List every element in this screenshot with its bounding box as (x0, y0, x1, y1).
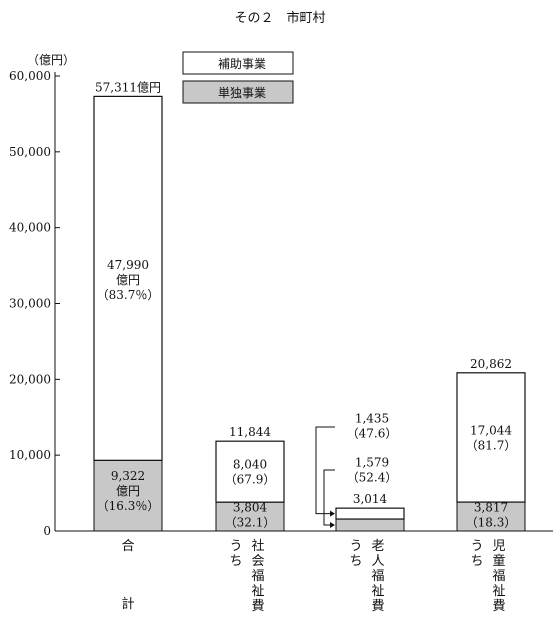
bar-tandoku (456, 501, 526, 532)
category-label: 計 (121, 596, 134, 612)
total-label: 11,844 (229, 425, 271, 439)
chart-title: その２ 市町村 (234, 10, 325, 26)
hojo-value-label: 17,044 (470, 424, 512, 438)
y-tick-label: 40,000 (9, 221, 51, 235)
category-label: 人 (371, 554, 384, 569)
category-uchi-label: う (349, 539, 362, 554)
category-uchi-label: ち (470, 554, 483, 569)
legend-label-hojo: 補助事業 (218, 57, 266, 71)
category-label: 福 (492, 569, 505, 584)
category-label: 児 (492, 539, 505, 554)
legend-swatch-tandoku (182, 80, 294, 104)
legend-swatch-hojo (182, 51, 294, 75)
bar-hojo (335, 507, 405, 520)
hojo-value-label: （67.9） (225, 473, 276, 487)
category-uchi-label: ち (229, 554, 242, 569)
category-label: 祉 (371, 584, 384, 599)
total-label: 20,862 (470, 357, 512, 371)
y-tick-label: 10,000 (9, 448, 51, 462)
category-label: 会 (251, 554, 264, 569)
tandoku-value-label: （52.4） (347, 471, 398, 485)
bar-hojo (456, 372, 526, 503)
category-uchi-label: ち (349, 554, 362, 569)
category-label: 社 (251, 538, 264, 554)
y-tick-label: 20,000 (9, 372, 51, 386)
category-label: 祉 (492, 584, 505, 599)
bar-hojo (215, 440, 285, 503)
leader-arrow (330, 522, 335, 529)
total-label: 3,014 (353, 492, 388, 506)
category-label: 童 (492, 553, 505, 569)
hojo-value-label: 47,990 (107, 258, 149, 272)
category-label: 費 (371, 599, 384, 614)
leader-line-tandoku (323, 469, 335, 526)
legend-label-tandoku: 単独事業 (218, 86, 266, 100)
bar-tandoku (215, 501, 285, 532)
total-label: 57,311億円 (95, 80, 161, 94)
tandoku-value-label: （32.1） (225, 516, 276, 530)
leader-arrow (330, 510, 335, 517)
category-label: 費 (492, 599, 505, 614)
tandoku-value-label: （16.3％） (97, 499, 160, 513)
tandoku-value-label: 1,579 (355, 456, 389, 470)
category-label: 費 (251, 599, 264, 614)
bar-tandoku (335, 518, 405, 532)
category-label: 老 (371, 539, 384, 554)
tandoku-value-label: （18.3） (466, 516, 517, 530)
bar-tandoku (93, 459, 163, 532)
y-tick-label: 60,000 (9, 69, 51, 83)
tandoku-value-label: 3,817 (474, 501, 508, 515)
category-label: 祉 (251, 584, 264, 599)
hojo-value-label: 1,435 (355, 412, 389, 426)
tandoku-value-label: 3,804 (233, 501, 268, 515)
tandoku-value-label: 9,322 (111, 469, 145, 483)
bar-hojo (93, 95, 163, 461)
y-tick-label: 50,000 (9, 145, 51, 159)
hojo-value-label: （81.7） (466, 439, 517, 453)
category-label: 合 (121, 539, 134, 554)
leader-line-hojo (315, 426, 335, 515)
hojo-value-label: （83.7％） (97, 288, 160, 302)
category-uchi-label: う (470, 539, 483, 554)
hojo-value-label: 億円 (116, 273, 140, 287)
y-tick-label: 30,000 (9, 297, 51, 311)
tandoku-value-label: 億円 (116, 484, 140, 498)
category-uchi-label: う (229, 539, 242, 554)
category-label: 福 (371, 569, 384, 584)
y-axis-label: （億円） (27, 53, 75, 67)
category-label: 福 (251, 569, 264, 584)
hojo-value-label: 8,040 (233, 458, 267, 472)
y-tick-label: 0 (43, 524, 51, 538)
hojo-value-label: （47.6） (347, 427, 398, 441)
